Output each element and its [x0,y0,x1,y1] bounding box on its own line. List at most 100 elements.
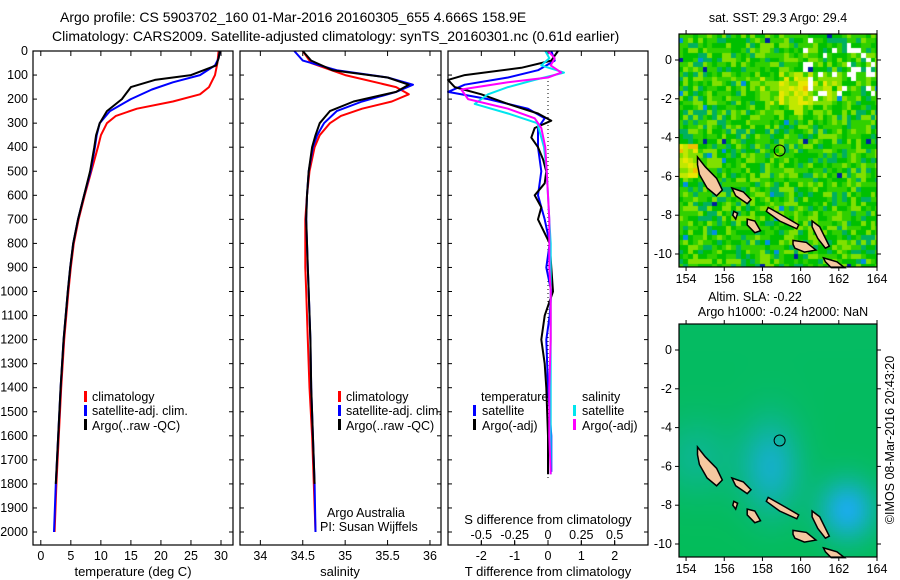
figure-title-line1: Argo profile: CS 5903702_160 01-Mar-2016… [60,9,526,25]
legend-marker-argo [338,419,341,430]
legend-label: Argo(..raw -QC) [92,419,180,433]
y-tick-label: 1300 [0,357,28,371]
y-tick-label: 100 [7,68,28,82]
sla-map [675,320,881,561]
x-tick-label: 20 [154,549,168,563]
island [746,508,762,524]
x-tick-label: 36 [423,549,437,563]
lon-tick-label: 158 [752,272,773,286]
y-tick-label: 1800 [0,477,28,491]
legend-marker-t-argo [473,419,476,430]
island [731,210,739,221]
legend-marker-satellite [338,405,341,416]
x-tick-label: 35 [338,549,352,563]
x2-axis-label-s-difference: S difference from climatology [464,512,632,527]
legend-label: Argo(..raw -QC) [346,419,434,433]
y-tick-label: 500 [7,164,28,178]
island [765,496,800,520]
profile-panel-2 [239,50,442,546]
island [822,546,847,559]
legend-label: satellite-adj. clim. [92,404,188,418]
x2-tick-label: -0.5 [471,528,493,542]
lon-tick-label: 160 [790,272,811,286]
lat-tick-label: -6 [661,169,672,183]
island [811,219,831,250]
legend-label: climatology [92,390,155,404]
y-tick-label: 1700 [0,453,28,467]
map-frame [678,33,878,268]
profile-panel-3 [447,50,649,546]
x-tick-label: 30 [214,549,228,563]
argo-location-marker [773,144,786,157]
x-tick-label: -2 [476,549,487,563]
legend-label: climatology [346,390,409,404]
sst-map-title: sat. SST: 29.3 Argo: 29.4 [709,11,847,25]
figure-title-line2: Climatology: CARS2009. Satellite-adjuste… [52,28,619,44]
x2-tick-label: 0 [545,528,552,542]
x-tick-label: 1 [578,549,585,563]
legend-marker-argo [84,419,87,430]
y-tick-label: 900 [7,260,28,274]
operator-note: Argo Australia [327,506,405,520]
series-argo-raw-qc- [302,50,410,484]
x-tick-label: -1 [509,549,520,563]
lat-tick-label: -10 [654,537,672,551]
x-tick-label: 2 [611,549,618,563]
legend-marker-climatology [338,391,341,402]
x-tick-label: 0 [545,549,552,563]
x-axis-label-salinity: salinity [320,564,360,579]
x-tick-label: 25 [184,549,198,563]
pi-note: PI: Susan Wijffels [320,520,418,534]
series-temperature-satellite [447,50,556,472]
y-tick-label: 300 [7,116,28,130]
imos-credit: ©IMOS 08-Mar-2016 20:43:20 [883,356,897,524]
lat-tick-label: 0 [665,53,672,67]
difference-legend: temperature salinity satellite satellite… [473,390,638,433]
x-tick-label: 10 [94,549,108,563]
sla-heatmap [679,324,877,557]
lat-tick-label: -8 [661,498,672,512]
legend-label: Argo(-adj) [582,419,638,433]
sla-map-title: Altim. SLA: -0.22 [708,290,802,304]
y-tick-label: 800 [7,236,28,250]
island [792,239,818,253]
legend-label: satellite [582,404,624,418]
y-tick-label: 700 [7,212,28,226]
y-tick-label: 1500 [0,405,28,419]
temperature-legend: climatology satellite-adj. clim. Argo(..… [84,390,188,433]
island [746,218,762,234]
y-tick-label: 1400 [0,381,28,395]
lon-tick-label: 156 [714,562,735,576]
x2-tick-label: -0.25 [500,528,529,542]
lon-tick-label: 160 [790,562,811,576]
lat-tick-label: -6 [661,459,672,473]
lat-tick-label: -4 [661,421,672,435]
legend-marker-satellite [84,405,87,416]
argo-location-marker [773,434,786,447]
island [765,206,800,230]
lon-tick-label: 158 [752,562,773,576]
lon-tick-label: 154 [676,272,697,286]
legend-marker-s-argo [573,419,576,430]
lat-tick-label: -2 [661,92,672,106]
lat-tick-label: 0 [665,343,672,357]
x-tick-label: 15 [124,549,138,563]
sla-map-subtitle: Argo h1000: -0.24 h2000: NaN [698,305,868,319]
legend-label: Argo(-adj) [482,419,538,433]
lon-tick-label: 154 [676,562,697,576]
lon-tick-label: 164 [867,562,888,576]
island [811,509,831,540]
series-climatology [53,50,220,533]
y-tick-label: 1100 [1,309,28,323]
plot-frame [239,50,442,546]
x-axis-label-temperature: temperature (deg C) [74,564,191,579]
series-satellite-adj-clim- [53,50,221,533]
island [696,444,724,487]
plot-frame [447,50,649,546]
x2-tick-label: 0.5 [606,528,623,542]
profile-panel-1 [32,50,234,546]
island [696,154,724,197]
series-salinity-argo-adj- [460,50,563,475]
series-climatology [301,50,410,533]
